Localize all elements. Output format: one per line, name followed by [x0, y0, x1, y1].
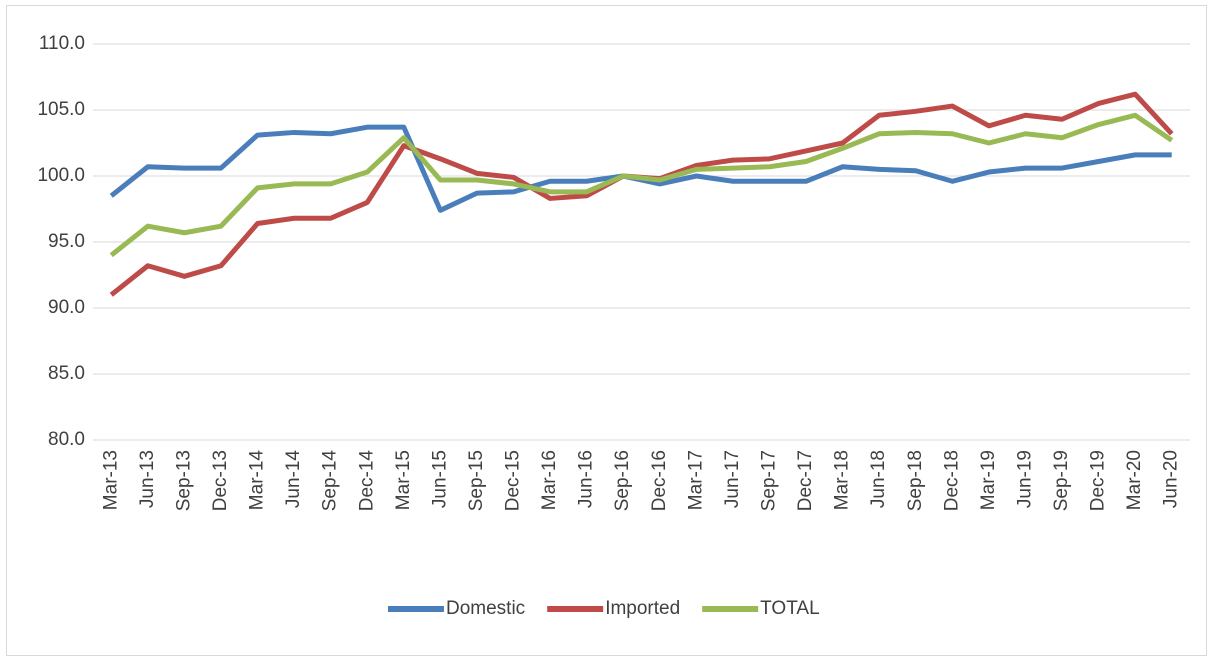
x-tick-label: Sep-16 — [612, 450, 633, 511]
chart-border — [6, 5, 1207, 656]
x-tick-label: Sep-15 — [466, 450, 487, 511]
x-tick-label: Mar-15 — [393, 450, 414, 510]
x-tick-label: Jun-14 — [283, 450, 304, 509]
x-tick-label: Jun-20 — [1161, 450, 1182, 508]
x-tick-label: Mar-19 — [978, 450, 999, 510]
x-tick-label: Jun-15 — [429, 450, 450, 508]
x-tick-label: Mar-16 — [539, 450, 560, 510]
legend-label: Domestic — [446, 598, 525, 619]
x-tick-label: Sep-18 — [905, 450, 926, 511]
x-tick-label: Mar-18 — [832, 450, 853, 510]
x-tick-label: Mar-20 — [1124, 450, 1145, 510]
y-tick-label: 100.0 — [37, 165, 85, 186]
x-tick-label: Mar-14 — [247, 450, 268, 511]
x-tick-label: Sep-19 — [1051, 450, 1072, 511]
y-tick-label: 80.0 — [48, 429, 85, 450]
legend-label: TOTAL — [760, 598, 819, 619]
x-tick-label: Sep-17 — [758, 450, 779, 511]
legend-label: Imported — [605, 598, 680, 619]
x-tick-label: Jun-16 — [576, 450, 597, 508]
series-line — [109, 112, 1174, 258]
x-tick-label: Dec-15 — [503, 450, 524, 511]
x-tick-label: Jun-18 — [868, 450, 889, 508]
y-tick-label: 85.0 — [48, 363, 85, 384]
x-tick-label: Dec-16 — [649, 450, 670, 511]
x-tick-label: Dec-19 — [1088, 450, 1109, 511]
x-tick-label: Dec-18 — [941, 450, 962, 511]
y-tick-label: 110.0 — [39, 33, 85, 54]
x-tick-label: Sep-13 — [173, 450, 194, 511]
y-tick-label: 90.0 — [48, 297, 85, 318]
x-tick-label: Dec-13 — [210, 450, 231, 511]
x-tick-label: Jun-13 — [137, 450, 158, 508]
x-tick-label: Dec-14 — [356, 450, 377, 512]
x-tick-label: Mar-17 — [685, 450, 706, 510]
y-tick-label: 105.0 — [37, 99, 85, 120]
x-tick-label: Jun-17 — [722, 450, 743, 508]
x-tick-label: Dec-17 — [795, 450, 816, 511]
x-tick-label: Sep-14 — [320, 450, 341, 512]
y-tick-label: 95.0 — [48, 231, 85, 252]
x-tick-label: Mar-13 — [100, 450, 121, 510]
x-tick-label: Jun-19 — [1014, 450, 1035, 508]
